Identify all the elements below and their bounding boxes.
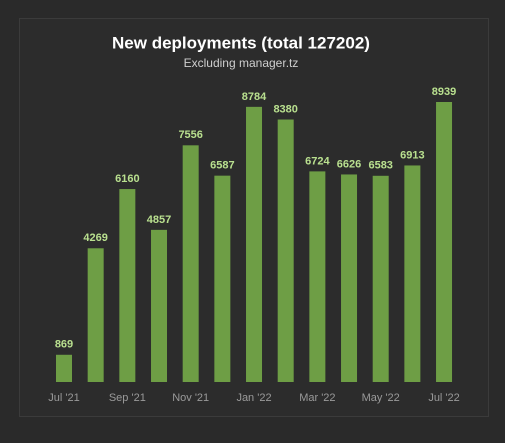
bar	[372, 175, 389, 382]
value-label: 6587	[210, 160, 234, 172]
value-label: 8939	[432, 86, 456, 98]
value-label: 869	[55, 339, 73, 351]
value-label: 6583	[368, 160, 392, 172]
value-label: 8380	[273, 103, 297, 115]
bar	[246, 106, 263, 382]
bar	[56, 354, 72, 382]
bar	[119, 189, 136, 382]
x-tick-label: Jul '21	[48, 392, 79, 404]
x-tick-label: Nov '21	[172, 392, 209, 404]
value-label: 6913	[400, 149, 424, 161]
x-tick-label: Jan '22	[236, 392, 271, 404]
x-tick-label: May '22	[362, 392, 400, 404]
bar	[182, 145, 199, 382]
value-label: 4857	[147, 214, 171, 226]
bar	[404, 165, 421, 382]
value-label: 4269	[83, 232, 107, 244]
bar	[436, 102, 453, 382]
bar	[151, 229, 168, 382]
value-label: 8784	[242, 91, 267, 103]
value-label: 6626	[337, 158, 361, 170]
x-tick-label: Sep '21	[109, 392, 146, 404]
x-tick-label: Mar '22	[299, 392, 335, 404]
bar	[277, 119, 294, 382]
bar	[309, 171, 326, 382]
chart-title: New deployments (total 127202)	[112, 33, 370, 52]
bar	[341, 174, 358, 382]
x-tick-label: Jul '22	[428, 392, 459, 404]
chart-subtitle: Excluding manager.tz	[184, 56, 299, 70]
value-label: 7556	[178, 129, 202, 141]
value-label: 6160	[115, 173, 139, 185]
value-label: 6724	[305, 155, 330, 167]
bar	[214, 175, 231, 382]
bar	[87, 248, 104, 382]
